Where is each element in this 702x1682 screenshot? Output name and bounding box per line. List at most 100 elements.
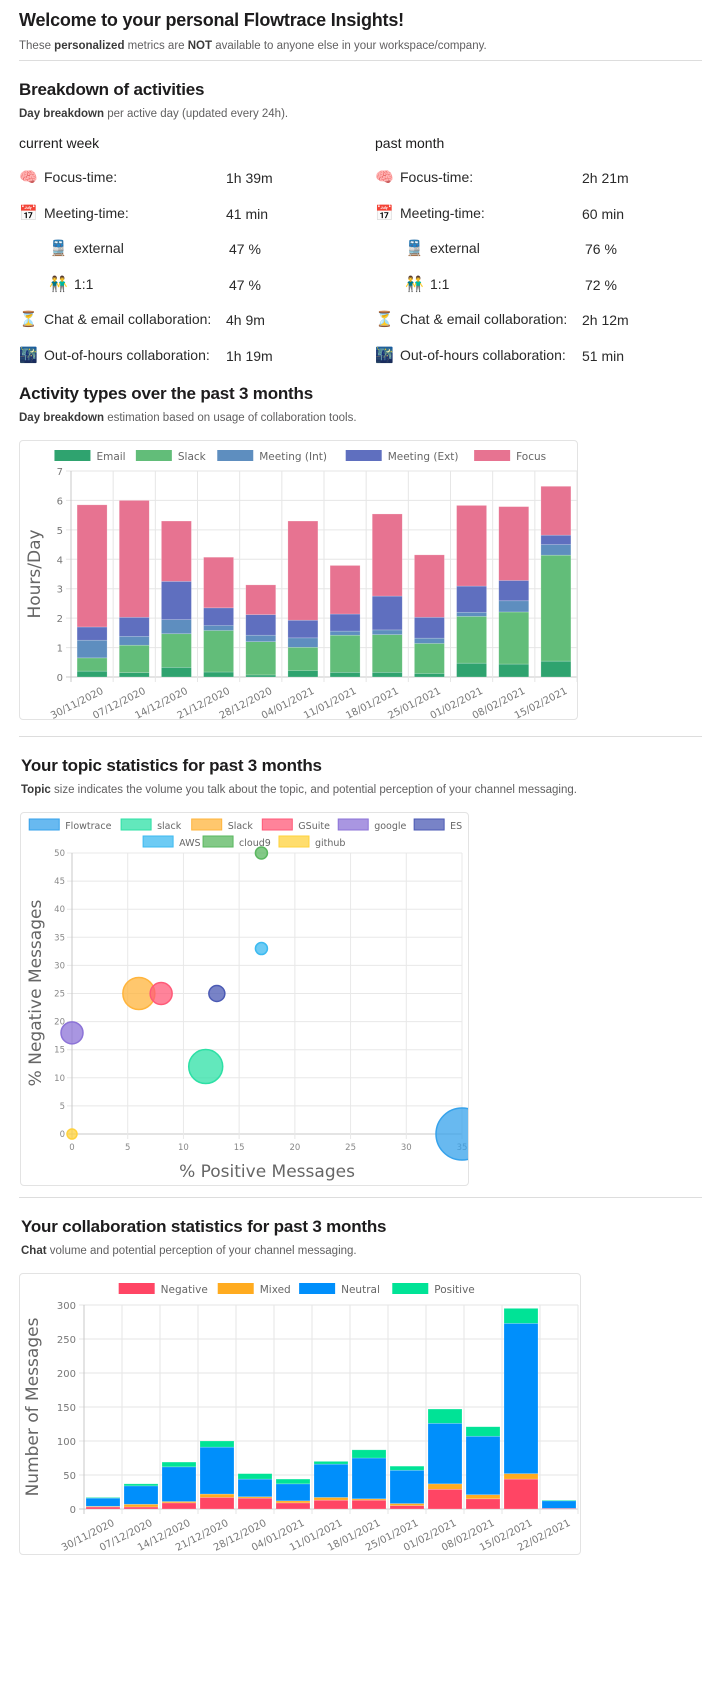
x-tick-label: 20 <box>289 1143 300 1153</box>
bar-segment-positive <box>313 1461 349 1465</box>
metric-label: Meeting-time: <box>400 204 485 221</box>
night-city-icon: 🌃 <box>375 346 394 364</box>
bar-segment-mixed <box>465 1494 501 1500</box>
bar-segment-negative <box>161 1502 197 1510</box>
current-week-title: current week <box>19 135 100 151</box>
legend-item-email[interactable]: Email <box>54 450 126 463</box>
bar-segment-positive <box>161 1461 197 1468</box>
bubble-gsuite[interactable] <box>149 981 173 1006</box>
metric-value: 41 min <box>226 205 269 222</box>
legend-item-google[interactable]: google <box>337 818 407 832</box>
bar-segment-slack <box>456 616 487 664</box>
legend-item-focus[interactable]: Focus <box>474 450 546 463</box>
activity-subtitle: Day breakdown estimation based on usage … <box>19 412 357 424</box>
x-tick-label: 15 <box>234 1143 245 1153</box>
metric-label: external <box>74 240 124 256</box>
bar-segment-meeting-int <box>498 600 530 613</box>
bar-segment-neutral <box>275 1483 311 1502</box>
bar-segment-focus <box>456 505 487 587</box>
bar-segment-meeting-ext <box>540 534 572 545</box>
legend-swatch <box>135 450 172 461</box>
legend-item-slack[interactable]: Slack <box>191 818 254 832</box>
bar-segment-slack <box>540 554 572 662</box>
bar-segment-email <box>245 674 277 678</box>
bar-segment-negative <box>465 1498 501 1510</box>
train-icon: 🚆 <box>405 240 424 257</box>
legend-item-cloud9[interactable]: cloud9 <box>202 835 271 849</box>
bubble-slack[interactable] <box>187 1048 224 1085</box>
legend-swatch <box>142 835 174 848</box>
legend-item-aws[interactable]: AWS <box>142 835 201 849</box>
legend-item-gsuite[interactable]: GSuite <box>261 818 330 832</box>
bar-segment-focus <box>203 556 234 609</box>
metric-row: 🚆 external <box>49 239 124 257</box>
bar-segment-neutral <box>199 1446 235 1495</box>
bar-segment-meeting-int <box>118 636 150 646</box>
bar-segment-meeting-ext <box>498 580 530 602</box>
legend-item-github[interactable]: github <box>278 835 345 849</box>
legend-item-positive[interactable]: Positive <box>392 1283 475 1296</box>
bar-segment-focus <box>540 486 572 536</box>
bar-segment-meeting-int <box>287 637 319 648</box>
legend-item-mixed[interactable]: Mixed <box>217 1283 291 1296</box>
legend-item-es[interactable]: ES <box>413 818 462 832</box>
bar-segment-neutral <box>541 1500 577 1509</box>
x-tick-label: 0 <box>69 1143 74 1153</box>
legend-item-meeting-int[interactable]: Meeting (Int) <box>217 450 327 463</box>
legend-item-flowtrace[interactable]: Flowtrace <box>28 818 112 832</box>
bubble-flowtrace[interactable] <box>435 1107 468 1161</box>
metric-row: ⏳ Chat & email collaboration: <box>19 310 211 328</box>
bar-segment-focus <box>498 506 530 581</box>
bubble-github[interactable] <box>66 1128 78 1140</box>
bubble-cloud9[interactable] <box>254 846 269 860</box>
metric-value: 76 % <box>585 241 617 257</box>
legend-label: Slack <box>228 821 254 832</box>
legend-label: Meeting (Int) <box>259 451 327 463</box>
metric-row: 🚆 external <box>405 239 480 257</box>
hourglass-icon: ⏳ <box>19 311 38 328</box>
bar-segment-meeting-ext <box>414 616 445 639</box>
bar-segment-neutral <box>389 1469 425 1504</box>
bar-segment-neutral <box>465 1435 501 1496</box>
bar-segment-slack <box>287 646 319 671</box>
metric-row: 🧠 Focus-time: <box>19 168 117 186</box>
bar-segment-positive <box>123 1483 159 1487</box>
legend-item-meeting-ext[interactable]: Meeting (Ext) <box>345 450 459 463</box>
legend-item-negative[interactable]: Negative <box>118 1283 208 1296</box>
bubble-google[interactable] <box>60 1021 84 1045</box>
legend-item-slack[interactable]: slack <box>120 818 182 832</box>
metric-row: 📅 Meeting-time: <box>375 204 485 222</box>
bar-segment-focus <box>329 565 361 615</box>
metric-value: 2h 21m <box>582 170 629 186</box>
bubble-es[interactable] <box>208 984 226 1003</box>
bar-segment-slack <box>414 643 445 674</box>
bar-segment-neutral <box>161 1466 197 1502</box>
bar-segment-negative <box>541 1508 577 1510</box>
bar-segment-neutral <box>351 1457 387 1500</box>
legend-item-slack[interactable]: Slack <box>135 450 207 463</box>
legend-item-neutral[interactable]: Neutral <box>299 1283 380 1296</box>
y-tick-label: 50 <box>54 849 65 859</box>
bar-segment-email <box>329 671 361 678</box>
legend-swatch <box>120 818 152 831</box>
metric-value: 60 min <box>582 205 625 222</box>
legend-swatch <box>278 835 310 848</box>
metric-row: 🧠 Focus-time: <box>375 168 473 186</box>
legend-label: ES <box>450 821 462 832</box>
y-tick-label: 150 <box>57 1403 76 1414</box>
bubble-aws[interactable] <box>254 941 269 956</box>
bar-segment-slack <box>118 644 150 673</box>
brain-icon: 🧠 <box>19 169 38 186</box>
bar-segment-negative <box>313 1499 349 1510</box>
bar-segment-slack <box>498 611 530 665</box>
bar-segment-slack <box>245 641 277 676</box>
bar-segment-slack <box>161 633 192 668</box>
bar-segment-focus <box>118 500 150 618</box>
bubbles <box>60 846 468 1161</box>
y-tick-label: 50 <box>63 1471 76 1482</box>
night-city-icon: 🌃 <box>19 346 38 364</box>
bar-segment-negative <box>427 1488 463 1510</box>
bar-segment-neutral <box>123 1485 159 1505</box>
bar-segment-mixed <box>389 1503 425 1506</box>
y-tick-label: 45 <box>54 877 65 887</box>
